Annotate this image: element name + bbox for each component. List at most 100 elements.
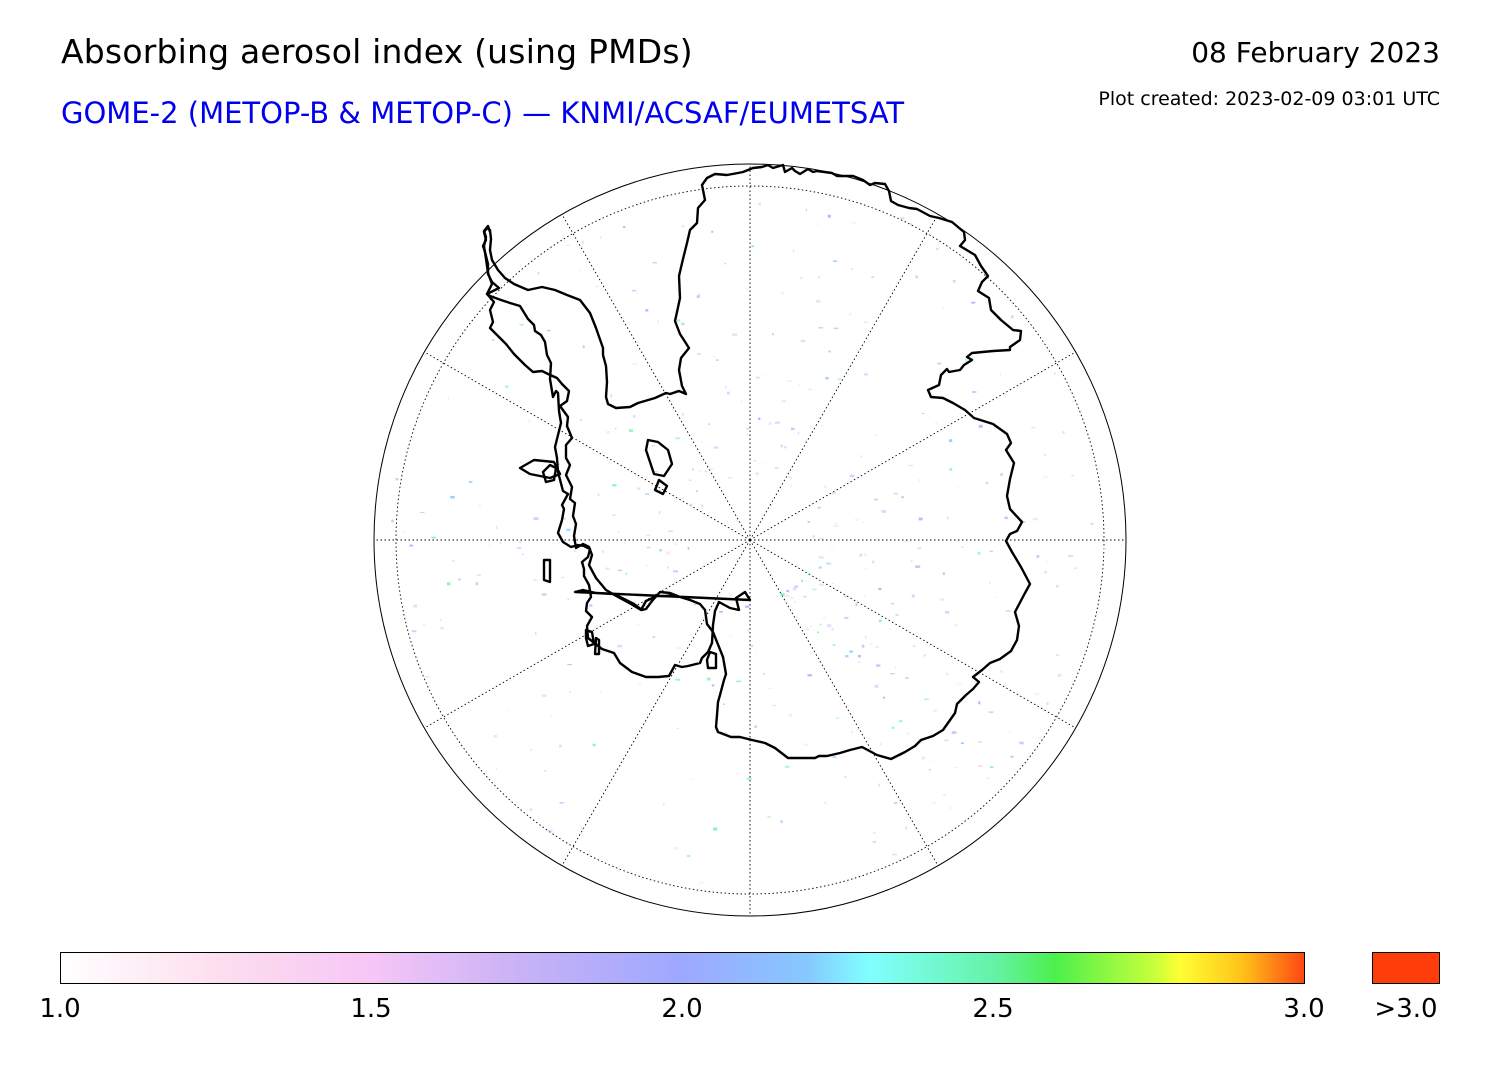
aerosol-speckle (890, 628, 892, 630)
aerosol-speckle (725, 386, 727, 388)
aerosol-speckle (665, 588, 668, 591)
aerosol-speckle (872, 831, 876, 834)
aerosol-speckle (682, 412, 684, 416)
aerosol-speckle (676, 727, 679, 729)
aerosol-speckle (1037, 737, 1043, 740)
colorbar-over-swatch (1372, 952, 1440, 984)
aerosol-speckle (783, 600, 789, 604)
aerosol-speckle (832, 491, 836, 495)
aerosol-speckle (541, 593, 547, 596)
aerosol-speckle (895, 614, 899, 616)
aerosol-speckle (533, 517, 539, 520)
aerosol-speckle (695, 490, 698, 493)
aerosol-speckle (824, 486, 827, 488)
aerosol-speckle (944, 739, 949, 741)
aerosol-speckle (424, 676, 430, 678)
aerosol-speckle (747, 629, 749, 633)
aerosol-speckle (893, 492, 898, 495)
aerosol-speckle (764, 462, 766, 465)
aerosol-speckle (785, 765, 790, 768)
aerosol-speckle (986, 776, 990, 780)
aerosol-speckle (910, 223, 912, 226)
aerosol-speckle (977, 551, 981, 555)
aerosol-speckle (751, 245, 755, 248)
colorbar-tick: 1.0 (39, 994, 81, 1024)
aerosol-speckle (413, 604, 418, 608)
aerosol-speckle (447, 397, 449, 400)
aerosol-speckle (504, 385, 509, 388)
aerosol-speckle (835, 717, 840, 719)
aerosol-speckle (878, 783, 881, 787)
aerosol-speckle (628, 429, 634, 432)
antarctica-mainland (481, 163, 1032, 761)
aerosol-speckle (518, 541, 522, 544)
aerosol-speckle (581, 827, 584, 830)
aerosol-speckle (681, 322, 685, 326)
aerosol-speckle (532, 579, 537, 581)
aerosol-speckle (803, 743, 809, 746)
small-island-sw (584, 628, 596, 648)
colorbar-tick: 2.5 (972, 994, 1014, 1024)
aerosol-speckle (913, 645, 916, 647)
aerosol-speckle (876, 538, 879, 541)
aerosol-speckle (701, 504, 703, 508)
aerosol-speckle (677, 319, 681, 322)
colorbar-tick: 2.0 (661, 994, 703, 1024)
aerosol-speckle (956, 540, 959, 542)
aerosol-speckle (713, 827, 718, 831)
small-island-west (542, 558, 552, 584)
aerosol-speckle (818, 327, 824, 329)
aerosol-speckle (403, 531, 405, 534)
aerosol-speckle (801, 579, 803, 582)
aerosol-speckle (728, 634, 733, 638)
aerosol-speckle (932, 802, 936, 805)
aerosol-speckle (880, 743, 882, 746)
aerosol-speckle (871, 276, 874, 278)
aerosol-speckle (819, 623, 822, 626)
aerosol-speckle (863, 321, 869, 323)
aerosol-speckle (821, 424, 824, 427)
aerosol-speckle (605, 567, 610, 570)
aerosol-speckle (652, 262, 657, 264)
aerosol-speckle (901, 496, 905, 499)
aerosol-speckle (550, 714, 553, 717)
aerosol-speckle (988, 711, 994, 714)
aerosol-speckle (623, 540, 626, 544)
aerosol-speckle (995, 596, 997, 599)
aerosol-speckle (872, 560, 875, 564)
aerosol-speckle (1031, 426, 1036, 429)
antarctic-peninsula (482, 224, 676, 612)
aerosol-speckle (666, 551, 671, 555)
aerosol-speckle (908, 464, 913, 466)
aerosol-speckle (851, 268, 854, 270)
aerosol-speckle (780, 444, 783, 448)
aerosol-speckle (957, 486, 959, 488)
aerosol-speckle (582, 241, 584, 244)
aerosol-speckle (567, 663, 572, 666)
aerosol-speckle (812, 588, 817, 591)
aerosol-speckle (516, 547, 522, 550)
aerosol-speckle (854, 519, 859, 521)
aerosol-speckle (928, 769, 931, 771)
aerosol-speckle (844, 616, 849, 620)
aerosol-speckle (645, 564, 649, 567)
aerosol-speckle (573, 550, 577, 553)
aerosol-speckle (637, 487, 641, 490)
aerosol-speckle (509, 680, 513, 682)
aerosol-speckle (1054, 372, 1056, 375)
aerosol-speckle (797, 432, 800, 435)
aerosol-speckle (477, 503, 482, 507)
aerosol-speckle (652, 636, 655, 638)
aerosol-speckle (745, 605, 750, 608)
aerosol-speckle (943, 794, 946, 796)
aerosol-speckle (816, 299, 821, 303)
aerosol-speckle (893, 801, 898, 805)
aerosol-speckle (711, 684, 715, 687)
aerosol-speckle (832, 582, 835, 584)
aerosol-speckle (807, 674, 813, 677)
aerosol-speckle (728, 477, 733, 479)
aerosol-speckle (933, 709, 937, 712)
aerosol-speckle (1042, 476, 1048, 478)
map-boundary (373, 163, 1127, 917)
aerosol-speckle (932, 759, 935, 761)
